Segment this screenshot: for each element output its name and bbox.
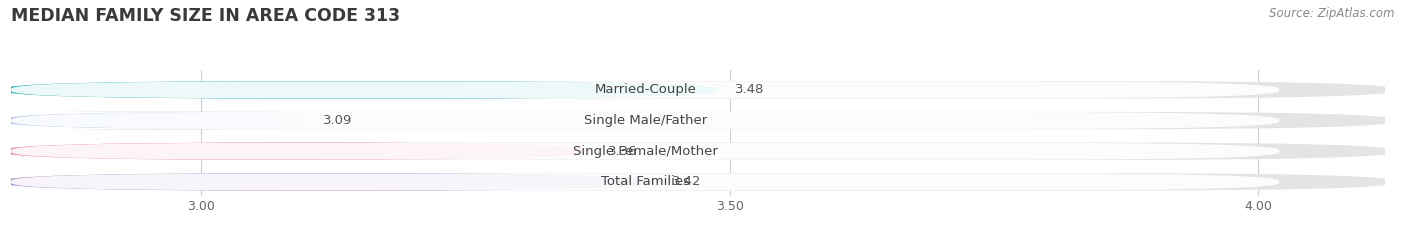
- Text: 3.42: 3.42: [672, 175, 702, 188]
- Text: 3.09: 3.09: [323, 114, 353, 127]
- FancyBboxPatch shape: [0, 112, 1396, 129]
- FancyBboxPatch shape: [0, 173, 1396, 191]
- FancyBboxPatch shape: [0, 173, 655, 191]
- FancyBboxPatch shape: [11, 174, 1279, 190]
- FancyBboxPatch shape: [11, 143, 1279, 160]
- Text: Married-Couple: Married-Couple: [595, 83, 696, 96]
- FancyBboxPatch shape: [0, 142, 1396, 160]
- FancyBboxPatch shape: [0, 112, 307, 129]
- Text: 3.36: 3.36: [609, 145, 638, 158]
- Text: Source: ZipAtlas.com: Source: ZipAtlas.com: [1270, 7, 1395, 20]
- FancyBboxPatch shape: [11, 81, 1279, 98]
- FancyBboxPatch shape: [0, 81, 1396, 99]
- Text: Single Female/Mother: Single Female/Mother: [572, 145, 717, 158]
- Text: MEDIAN FAMILY SIZE IN AREA CODE 313: MEDIAN FAMILY SIZE IN AREA CODE 313: [11, 7, 401, 25]
- Text: Total Families: Total Families: [600, 175, 690, 188]
- FancyBboxPatch shape: [11, 112, 1279, 129]
- Text: 3.48: 3.48: [735, 83, 765, 96]
- FancyBboxPatch shape: [0, 81, 720, 99]
- Text: Single Male/Father: Single Male/Father: [583, 114, 707, 127]
- FancyBboxPatch shape: [0, 142, 592, 160]
